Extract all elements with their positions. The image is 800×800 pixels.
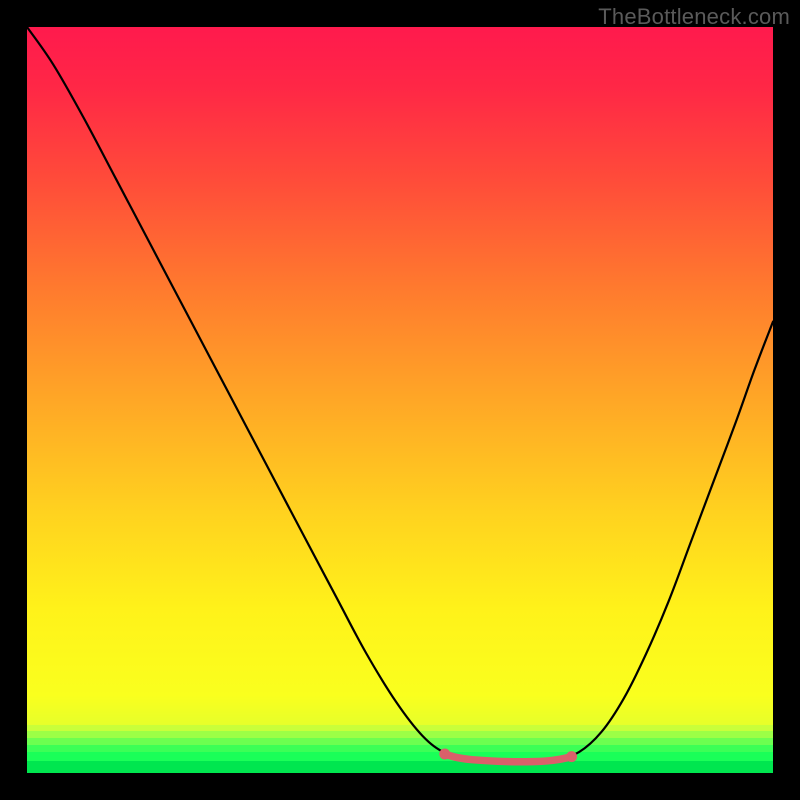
optimal-range-marker — [445, 754, 572, 762]
bottleneck-curve — [27, 27, 773, 762]
optimal-range-end-dot — [566, 751, 577, 762]
plot-area — [27, 27, 773, 773]
optimal-range-start-dot — [439, 748, 450, 759]
watermark-text: TheBottleneck.com — [598, 4, 790, 30]
chart-container: TheBottleneck.com — [0, 0, 800, 800]
curve-layer — [27, 27, 773, 773]
